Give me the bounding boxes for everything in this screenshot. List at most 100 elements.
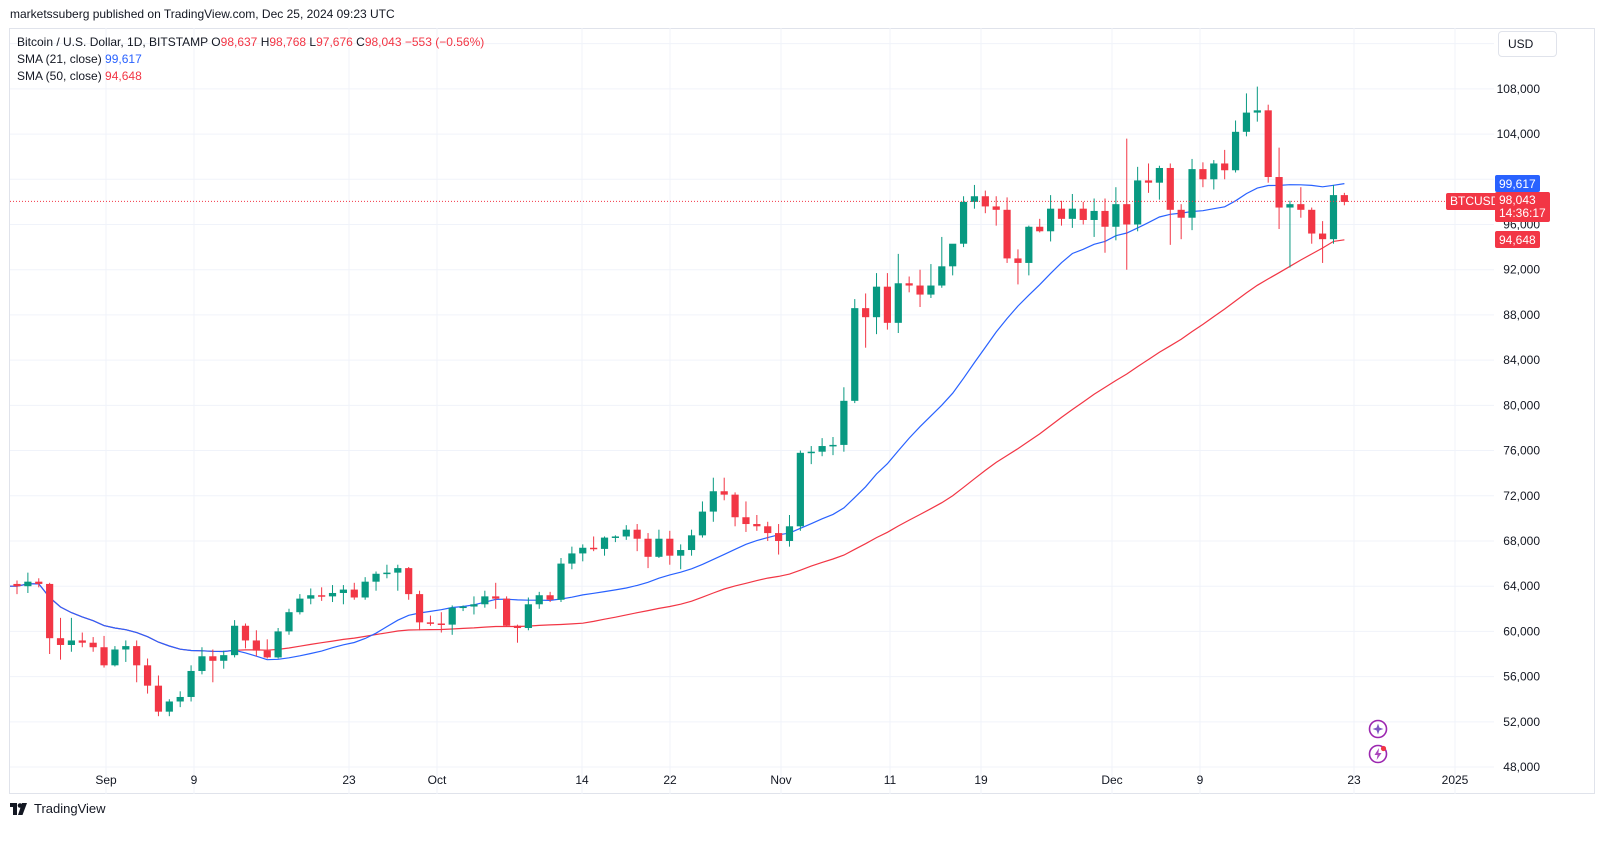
candle bbox=[470, 596, 478, 615]
sma21-path bbox=[10, 183, 1345, 661]
candle bbox=[611, 535, 619, 543]
x-tick-label: 9 bbox=[191, 773, 198, 787]
symbol-legend-row[interactable]: Bitcoin / U.S. Dollar, 1D, BITSTAMP O98,… bbox=[17, 34, 484, 51]
y-tick-label: 52,000 bbox=[1503, 715, 1540, 729]
candle bbox=[796, 450, 804, 531]
sma50-value: 94,648 bbox=[105, 69, 142, 83]
price-axis: 48,000 52,000 56,000 60,000 64,000 68,000 72,0… bbox=[1497, 37, 1541, 774]
candle bbox=[666, 530, 674, 565]
candle bbox=[176, 691, 184, 708]
tradingview-footer[interactable]: TradingView bbox=[10, 801, 106, 816]
candle bbox=[122, 640, 130, 662]
lightning-alert-icon[interactable] bbox=[1368, 744, 1388, 764]
candle bbox=[1199, 162, 1207, 188]
candle bbox=[263, 639, 271, 659]
y-tick-label: 84,000 bbox=[1503, 353, 1540, 367]
candle bbox=[415, 590, 424, 631]
candle bbox=[1275, 147, 1283, 230]
x-tick-label: Sep bbox=[95, 773, 117, 787]
candle bbox=[24, 572, 32, 593]
candle bbox=[949, 243, 957, 276]
sma50-label: SMA (50, close) bbox=[17, 69, 102, 83]
open-value: 98,637 bbox=[220, 35, 258, 49]
candle bbox=[241, 623, 250, 649]
candle bbox=[546, 591, 554, 603]
candle bbox=[394, 564, 402, 591]
candle bbox=[1036, 218, 1044, 233]
change-value: −553 (−0.56%) bbox=[404, 35, 485, 49]
x-tick-label: 14 bbox=[575, 773, 589, 787]
candle bbox=[862, 293, 870, 348]
candle bbox=[307, 588, 315, 605]
x-tick-label: 9 bbox=[1197, 773, 1204, 787]
candle bbox=[764, 521, 772, 541]
tradingview-logo-icon bbox=[10, 802, 28, 815]
y-tick-label: 92,000 bbox=[1503, 263, 1540, 277]
candle bbox=[437, 612, 445, 633]
candle bbox=[448, 605, 456, 635]
candle bbox=[927, 264, 935, 298]
candle bbox=[1166, 163, 1174, 245]
x-tick-label: Oct bbox=[428, 773, 447, 787]
sma21-value: 99,617 bbox=[105, 52, 142, 66]
candle bbox=[1047, 195, 1055, 242]
candle bbox=[1134, 166, 1142, 232]
candle bbox=[1003, 197, 1011, 263]
candle bbox=[13, 580, 21, 595]
candle bbox=[459, 605, 467, 612]
candle bbox=[165, 699, 173, 717]
y-tick-label: 76,000 bbox=[1503, 444, 1540, 458]
sma21-price-badge: 99,617 bbox=[1495, 175, 1540, 193]
candle bbox=[872, 273, 881, 335]
candle bbox=[524, 597, 532, 631]
currency-button[interactable]: USD bbox=[1498, 31, 1557, 57]
candle bbox=[590, 536, 598, 552]
sma-21-line bbox=[10, 183, 1345, 661]
candle bbox=[1210, 160, 1218, 190]
candle bbox=[78, 632, 86, 648]
chart-legend: Bitcoin / U.S. Dollar, 1D, BITSTAMP O98,… bbox=[17, 34, 484, 85]
low-label: L bbox=[309, 35, 317, 49]
candle bbox=[600, 536, 609, 556]
sma21-label: SMA (21, close) bbox=[17, 52, 102, 66]
candle bbox=[318, 587, 326, 601]
sma21-legend-row[interactable]: SMA (21, close) 99,617 bbox=[17, 51, 484, 68]
candle bbox=[1253, 86, 1261, 122]
candle bbox=[655, 529, 663, 558]
candle bbox=[133, 640, 141, 683]
sma50-path bbox=[10, 239, 1345, 653]
candle bbox=[992, 196, 1000, 226]
candle bbox=[187, 665, 195, 702]
candle bbox=[1057, 200, 1066, 226]
x-tick-label: Dec bbox=[1101, 773, 1122, 787]
sparkle-icon[interactable] bbox=[1368, 719, 1388, 739]
candle bbox=[1079, 201, 1087, 225]
candle bbox=[46, 582, 54, 655]
sma50-legend-row[interactable]: SMA (50, close) 94,648 bbox=[17, 68, 484, 85]
candle bbox=[285, 608, 293, 635]
x-tick-label: 11 bbox=[884, 773, 897, 787]
candle bbox=[807, 446, 815, 465]
symbol-description: Bitcoin / U.S. Dollar, 1D, BITSTAMP bbox=[17, 35, 208, 49]
candle bbox=[231, 620, 239, 658]
candle bbox=[220, 650, 228, 669]
candle bbox=[557, 557, 565, 603]
chart-pane[interactable] bbox=[9, 28, 1595, 794]
candle bbox=[252, 630, 260, 657]
x-tick-label: 19 bbox=[974, 773, 988, 787]
candle bbox=[35, 578, 43, 588]
candle bbox=[1112, 187, 1120, 241]
countdown-value: 14:36:17 bbox=[1499, 206, 1546, 221]
high-value: 98,768 bbox=[269, 35, 307, 49]
open-label: O bbox=[211, 35, 221, 49]
candle bbox=[731, 492, 739, 527]
sma50-price-badge: 94,648 bbox=[1495, 231, 1540, 249]
x-tick-label: 22 bbox=[663, 773, 677, 787]
candle bbox=[383, 564, 391, 579]
low-value: 97,676 bbox=[316, 35, 353, 49]
candle bbox=[633, 524, 641, 552]
candle bbox=[154, 675, 163, 717]
candle bbox=[89, 637, 97, 652]
candles bbox=[13, 86, 1348, 717]
